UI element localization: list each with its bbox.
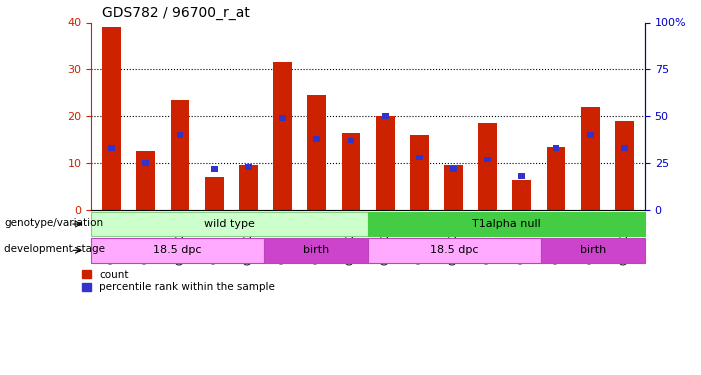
Bar xyxy=(341,133,360,210)
Bar xyxy=(239,165,258,210)
Text: wild type: wild type xyxy=(204,219,255,229)
Bar xyxy=(273,62,292,210)
Bar xyxy=(368,212,645,236)
Bar xyxy=(264,238,368,262)
Bar xyxy=(170,100,189,210)
Bar xyxy=(279,116,286,121)
Text: development stage: development stage xyxy=(4,244,105,254)
Bar xyxy=(547,147,566,210)
Bar xyxy=(205,177,224,210)
Bar xyxy=(484,157,491,162)
Bar xyxy=(307,95,326,210)
Bar xyxy=(519,173,525,179)
Bar xyxy=(512,180,531,210)
Bar xyxy=(211,166,217,172)
Bar xyxy=(444,165,463,210)
Bar xyxy=(410,135,429,210)
Bar xyxy=(376,116,395,210)
Bar xyxy=(416,154,423,160)
Bar xyxy=(541,238,645,262)
Bar xyxy=(621,146,628,151)
Text: 18.5 dpc: 18.5 dpc xyxy=(430,245,479,255)
Bar xyxy=(478,123,497,210)
Bar xyxy=(142,160,149,166)
Bar xyxy=(108,146,115,151)
Bar xyxy=(450,166,457,172)
Bar xyxy=(91,212,368,236)
Text: GDS782 / 96700_r_at: GDS782 / 96700_r_at xyxy=(102,6,250,20)
Bar xyxy=(587,132,594,138)
Bar xyxy=(581,107,599,210)
Bar xyxy=(348,138,354,144)
Bar xyxy=(313,136,320,142)
Bar xyxy=(245,164,252,170)
Text: genotype/variation: genotype/variation xyxy=(4,218,104,228)
Bar xyxy=(615,121,634,210)
Bar xyxy=(368,238,541,262)
Legend: count, percentile rank within the sample: count, percentile rank within the sample xyxy=(82,270,275,292)
Bar xyxy=(552,146,559,151)
Bar xyxy=(382,113,388,119)
Text: birth: birth xyxy=(580,245,606,255)
Bar xyxy=(102,27,121,210)
Bar xyxy=(177,132,184,138)
Bar xyxy=(91,238,264,262)
Bar xyxy=(137,152,155,210)
Text: birth: birth xyxy=(303,245,329,255)
Text: T1alpha null: T1alpha null xyxy=(472,219,541,229)
Text: 18.5 dpc: 18.5 dpc xyxy=(154,245,202,255)
